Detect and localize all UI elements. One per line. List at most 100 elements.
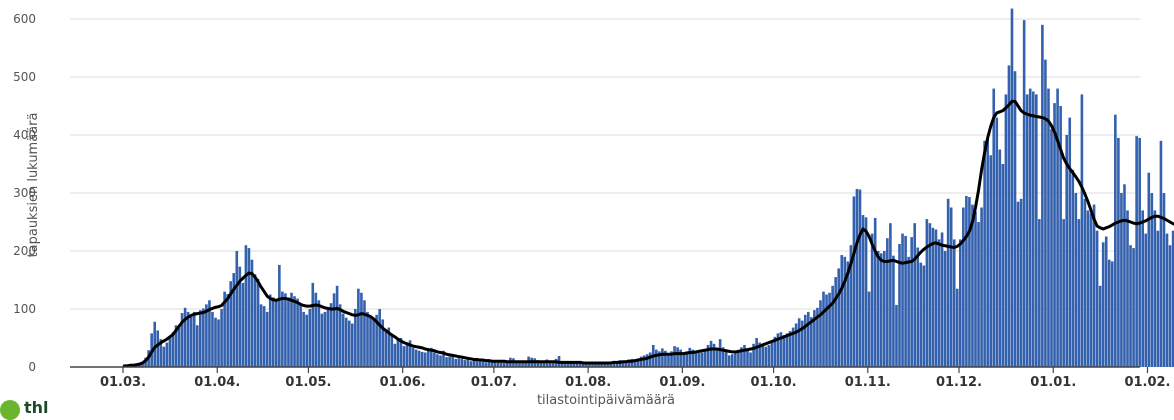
- bar: [721, 347, 725, 367]
- bar: [326, 309, 330, 367]
- x-tick-label: 01.09.: [659, 375, 705, 390]
- bar: [667, 354, 670, 367]
- bar: [192, 311, 196, 367]
- bar: [241, 282, 245, 367]
- bar: [490, 361, 494, 367]
- bar: [442, 350, 445, 367]
- bar: [496, 361, 500, 367]
- bar: [1150, 193, 1154, 367]
- bar: [922, 265, 926, 367]
- bar: [761, 346, 765, 367]
- bar: [931, 227, 935, 367]
- bar: [1165, 233, 1169, 367]
- bar: [700, 352, 704, 367]
- bar: [202, 308, 205, 367]
- bar: [199, 310, 202, 367]
- bar: [764, 346, 768, 367]
- bar: [612, 362, 616, 367]
- bar: [688, 347, 692, 367]
- bar: [271, 297, 275, 367]
- bar: [901, 233, 904, 367]
- bar: [658, 351, 661, 367]
- bar: [551, 362, 555, 367]
- bar: [186, 311, 190, 367]
- bar: [1013, 71, 1017, 367]
- bar: [767, 344, 771, 367]
- bar: [253, 274, 257, 367]
- bar: [597, 362, 600, 367]
- x-tick-label: 01.05.: [285, 375, 331, 390]
- bar: [943, 251, 947, 367]
- bar: [220, 309, 223, 367]
- bar: [825, 294, 828, 367]
- bar: [928, 223, 932, 367]
- bar: [548, 362, 552, 367]
- x-tick-label: 01.01.: [1030, 375, 1076, 390]
- bar: [433, 352, 436, 367]
- bar: [816, 307, 819, 367]
- bar: [849, 245, 853, 367]
- bar: [803, 314, 807, 367]
- bar: [867, 291, 871, 367]
- bar: [1095, 230, 1099, 367]
- bar: [952, 239, 956, 367]
- bar: [417, 350, 421, 367]
- bar: [1007, 65, 1011, 368]
- bar: [390, 335, 394, 367]
- bar: [478, 359, 482, 367]
- bar: [810, 317, 813, 367]
- bar: [886, 238, 889, 367]
- bar: [916, 247, 920, 367]
- x-tick-label: 01.07.: [471, 375, 517, 390]
- bar: [1004, 94, 1008, 368]
- bar: [734, 352, 737, 367]
- bar: [1059, 106, 1062, 367]
- bar: [697, 353, 701, 367]
- bar: [493, 362, 497, 367]
- bar: [1035, 94, 1038, 368]
- bar: [706, 344, 710, 367]
- bar: [235, 251, 239, 367]
- bar: [159, 339, 163, 367]
- bar: [855, 188, 859, 367]
- bar: [934, 229, 938, 367]
- bar: [396, 339, 400, 367]
- bar: [840, 255, 844, 367]
- bar: [1065, 135, 1069, 367]
- bar: [436, 354, 439, 367]
- bar: [156, 330, 160, 367]
- x-tick-label: 01.08.: [565, 375, 611, 390]
- bar: [448, 356, 451, 367]
- bar: [983, 140, 986, 367]
- bar: [372, 319, 375, 367]
- bar: [949, 207, 953, 367]
- bar: [332, 293, 336, 367]
- bar: [487, 360, 491, 367]
- bar: [1153, 210, 1157, 367]
- bar: [402, 346, 406, 367]
- bar: [399, 338, 403, 367]
- bar: [755, 338, 758, 367]
- bar: [384, 329, 388, 367]
- y-tick-label: 200: [13, 244, 36, 258]
- bar: [244, 245, 248, 367]
- bar: [308, 309, 312, 367]
- bar: [834, 277, 837, 367]
- bar: [895, 304, 898, 367]
- y-tick-label: 0: [28, 360, 36, 374]
- bar: [813, 310, 816, 367]
- bar: [265, 311, 269, 367]
- bar: [347, 320, 351, 367]
- bar: [858, 189, 862, 367]
- bar: [785, 333, 789, 367]
- bar: [1047, 88, 1050, 367]
- bar: [685, 351, 689, 367]
- bar: [591, 364, 594, 367]
- bar: [743, 344, 746, 367]
- bar: [460, 358, 464, 367]
- bar: [940, 232, 944, 367]
- y-tick-label: 600: [13, 12, 36, 26]
- bar: [794, 323, 798, 367]
- moving-average-series: [122, 99, 1174, 368]
- bar: [986, 137, 989, 367]
